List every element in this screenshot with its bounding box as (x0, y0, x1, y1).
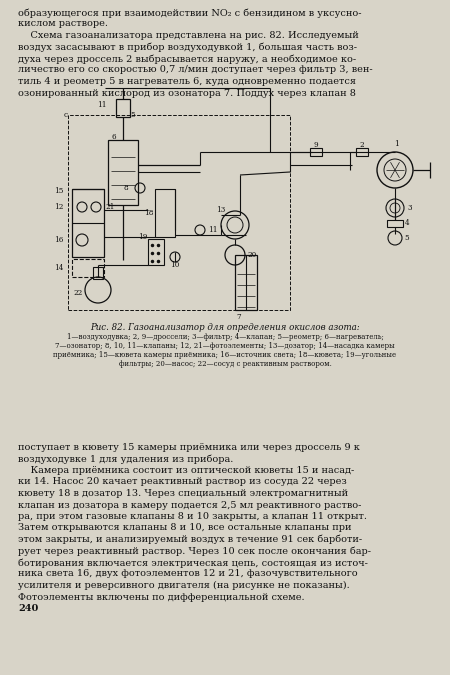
Text: 7—озонатор; 8, 10, 11—клапаны; 12, 21—фотоэлементы; 13—дозатор; 14—насадка камер: 7—озонатор; 8, 10, 11—клапаны; 12, 21—фо… (55, 342, 395, 350)
Bar (72, 189, 104, 257)
Text: воздуходувке 1 для удаления из прибора.: воздуходувке 1 для удаления из прибора. (18, 454, 234, 464)
Text: озонированный кислород из озонатора 7. Поддух через клапан 8: озонированный кислород из озонатора 7. П… (18, 88, 356, 97)
Text: образующегося при взаимодействии NO₂ с бензидином в уксусно-: образующегося при взаимодействии NO₂ с б… (18, 8, 361, 18)
Bar (148, 239, 164, 265)
Text: усилителя и реверсивного двигателя (на рисунке не показаны).: усилителя и реверсивного двигателя (на р… (18, 581, 350, 590)
Text: Камера приёмника состоит из оптической кюветы 15 и насад-: Камера приёмника состоит из оптической к… (18, 466, 354, 475)
Bar (72, 259, 104, 277)
Text: 7: 7 (236, 313, 241, 321)
Bar (155, 189, 175, 237)
Text: 11: 11 (98, 101, 107, 109)
Bar (68, 115, 290, 310)
Bar (116, 99, 130, 117)
Text: 12: 12 (54, 203, 63, 211)
Text: 8: 8 (123, 184, 128, 192)
Text: c: c (64, 111, 68, 119)
Text: 11: 11 (208, 226, 217, 234)
Text: 2: 2 (360, 141, 364, 149)
Text: личество его со скоростью 0,7 л/мин доступает через фильтр 3, вен-: личество его со скоростью 0,7 л/мин дост… (18, 65, 373, 74)
Text: ки 14. Насос 20 качает реактивный раствор из сосуда 22 через: ки 14. Насос 20 качает реактивный раство… (18, 477, 347, 487)
Text: поступает в кювету 15 камеры приёмника или через дроссель 9 к: поступает в кювету 15 камеры приёмника и… (18, 443, 360, 452)
Text: 20: 20 (247, 251, 256, 259)
Bar (310, 148, 322, 156)
Text: 6: 6 (112, 133, 117, 141)
Text: 13: 13 (216, 206, 225, 214)
Text: 1—воздуходувка; 2, 9—дроссели; 3—фильтр; 4—клапан; 5—реометр; 6—нагреватель;: 1—воздуходувка; 2, 9—дроссели; 3—фильтр;… (67, 333, 383, 341)
Text: 4: 4 (405, 219, 410, 227)
Text: 14: 14 (54, 264, 63, 272)
Text: тиль 4 и реометр 5 в нагреватель 6, куда одновременно подается: тиль 4 и реометр 5 в нагреватель 6, куда… (18, 77, 356, 86)
Bar (235, 255, 257, 310)
Text: ботирования включается электрическая цепь, состоящая из источ-: ботирования включается электрическая цеп… (18, 558, 368, 568)
Bar (93, 267, 103, 279)
Text: 18: 18 (144, 209, 153, 217)
Text: 5: 5 (404, 234, 409, 242)
Text: 240: 240 (18, 604, 38, 613)
Text: 9: 9 (314, 141, 318, 149)
Text: Затем открываются клапаны 8 и 10, все остальные клапаны при: Затем открываются клапаны 8 и 10, все ос… (18, 524, 351, 533)
Text: 10: 10 (170, 261, 180, 269)
Text: кювету 18 в дозатор 13. Через специальный электромагнитный: кювету 18 в дозатор 13. Через специальны… (18, 489, 348, 498)
Text: этом закрыты, и анализируемый воздух в течение 91 сек барботи-: этом закрыты, и анализируемый воздух в т… (18, 535, 362, 545)
Text: клапан из дозатора в камеру подается 2,5 мл реактивного раство-: клапан из дозатора в камеру подается 2,5… (18, 500, 361, 510)
Bar (108, 140, 138, 205)
Text: Схема газоанализатора представлена на рис. 82. Исследуемый: Схема газоанализатора представлена на ри… (18, 31, 359, 40)
Text: 16: 16 (54, 236, 63, 244)
Text: кислом растворе.: кислом растворе. (18, 20, 108, 28)
Text: 3: 3 (407, 204, 411, 212)
Text: фильтры; 20—насос; 22—сосуд с реактивным раствором.: фильтры; 20—насос; 22—сосуд с реактивным… (118, 360, 332, 368)
Text: 1: 1 (395, 140, 400, 148)
Bar (356, 148, 368, 156)
Text: воздух засасывают в прибор воздуходувкой 1, большая часть воз-: воздух засасывают в прибор воздуходувкой… (18, 43, 357, 52)
Text: 15: 15 (54, 187, 63, 195)
Text: 19: 19 (138, 233, 147, 241)
Text: Фотоэлементы включены по дифференциальной схеме.: Фотоэлементы включены по дифференциально… (18, 593, 305, 601)
Text: 22: 22 (74, 289, 83, 297)
Text: рует через реактивный раствор. Через 10 сек после окончания бар-: рует через реактивный раствор. Через 10 … (18, 547, 371, 556)
Text: ника света 16, двух фотоэлементов 12 и 21, фазочувствительного: ника света 16, двух фотоэлементов 12 и 2… (18, 570, 358, 578)
Text: 21: 21 (105, 203, 114, 211)
Text: Рис. 82. Газоанализатор для определения окислов азота:: Рис. 82. Газоанализатор для определения … (90, 323, 360, 332)
Text: ра, при этом газовые клапаны 8 и 10 закрыты, а клапан 11 открыт.: ра, при этом газовые клапаны 8 и 10 закр… (18, 512, 367, 521)
Text: приёмника; 15—кювета камеры приёмника; 16—источник света; 18—кювета; 19—угольные: приёмника; 15—кювета камеры приёмника; 1… (54, 351, 396, 359)
Text: 5: 5 (130, 111, 135, 119)
Text: духа через дроссель 2 выбрасывается наружу, а необходимое ко-: духа через дроссель 2 выбрасывается нару… (18, 54, 356, 63)
Bar (387, 220, 403, 227)
